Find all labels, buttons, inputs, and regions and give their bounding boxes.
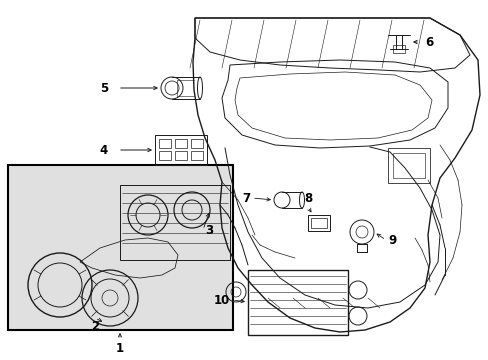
Bar <box>387 148 429 183</box>
Text: 4: 4 <box>100 144 108 157</box>
Bar <box>159 151 171 160</box>
Text: 1: 1 <box>116 342 124 355</box>
Text: 2: 2 <box>91 320 99 333</box>
Bar <box>8 165 232 330</box>
Bar <box>155 135 206 165</box>
Bar <box>310 218 326 228</box>
Text: 3: 3 <box>204 224 213 237</box>
Bar <box>191 151 203 160</box>
Bar <box>392 153 424 178</box>
Text: 9: 9 <box>387 234 395 247</box>
Bar <box>191 139 203 148</box>
Bar <box>159 139 171 148</box>
Bar <box>175 139 186 148</box>
Text: 7: 7 <box>242 192 249 204</box>
Bar <box>175 151 186 160</box>
Text: 5: 5 <box>100 81 108 94</box>
Text: 10: 10 <box>213 293 229 306</box>
Text: 6: 6 <box>424 36 432 49</box>
Bar <box>307 215 329 231</box>
Bar <box>120 185 229 260</box>
Bar <box>392 45 404 53</box>
Text: 8: 8 <box>303 192 311 205</box>
Bar <box>247 270 347 335</box>
